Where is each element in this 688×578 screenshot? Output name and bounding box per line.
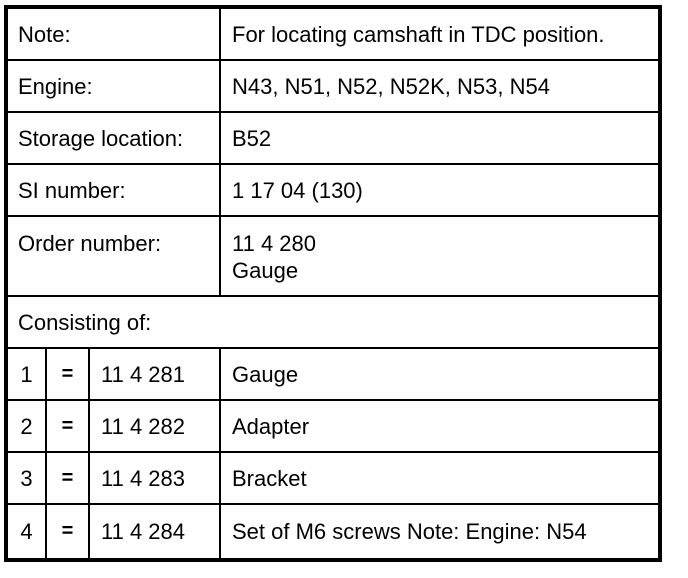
si-number-label: SI number: [8,165,221,215]
equals-sign: = [47,505,90,558]
note-value: For locating camshaft in TDC position. [232,21,605,47]
special-tool-parts-table: Note: For locating camshaft in TDC posit… [4,5,662,562]
item-description: Adapter [232,413,310,439]
si-number-value: 1 17 04 (130) [232,177,363,203]
storage-location-label: Storage location: [8,113,221,163]
item-part-number: 11 4 282 [90,401,221,451]
equals-sign: = [47,453,90,503]
order-number-name: Gauge [232,258,299,283]
item-part-number: 11 4 284 [90,505,221,558]
item-part-number: 11 4 281 [90,349,221,399]
storage-location-value: B52 [232,125,272,151]
info-row-note: Note: For locating camshaft in TDC posit… [8,9,658,61]
equals-sign: = [47,401,90,451]
order-number-label: Order number: [8,217,221,295]
order-number-part: 11 4 280 [232,231,317,256]
order-number-value: 11 4 280 Gauge [221,217,658,295]
item-row-2: 2 = 11 4 282 Adapter [8,401,658,453]
item-part-number: 11 4 283 [90,453,221,503]
info-row-storage-location: Storage location: B52 [8,113,658,165]
item-description: Gauge [232,361,299,387]
item-description: Bracket [232,465,307,491]
engine-value: N43, N51, N52, N52K, N53, N54 [232,73,550,99]
item-index: 4 [8,505,47,558]
note-label: Note: [8,9,221,59]
section-header-label: Consisting of: [18,309,152,335]
info-row-order-number: Order number: 11 4 280 Gauge [8,217,658,297]
item-row-1: 1 = 11 4 281 Gauge [8,349,658,401]
item-index: 1 [8,349,47,399]
item-index: 2 [8,401,47,451]
engine-label: Engine: [8,61,221,111]
info-row-engine: Engine: N43, N51, N52, N52K, N53, N54 [8,61,658,113]
item-row-3: 3 = 11 4 283 Bracket [8,453,658,505]
order-number-value-lines: 11 4 280 Gauge [232,230,316,284]
item-row-4: 4 = 11 4 284 Set of M6 screws Note: Engi… [8,505,658,558]
info-row-si-number: SI number: 1 17 04 (130) [8,165,658,217]
equals-sign: = [47,349,90,399]
item-description: Set of M6 screws Note: Engine: N54 [232,519,587,544]
item-index: 3 [8,453,47,503]
section-header-row: Consisting of: [8,297,658,349]
